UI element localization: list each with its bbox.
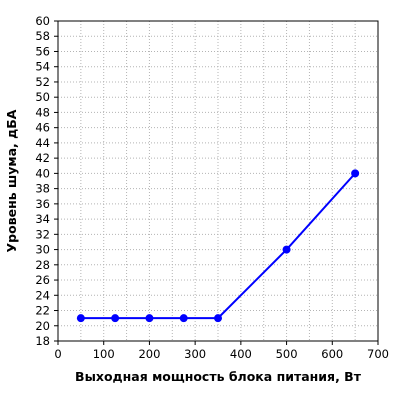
y-tick-label: 36: [35, 197, 50, 211]
y-tick-label: 18: [35, 334, 50, 348]
x-tick-label: 0: [54, 347, 61, 361]
data-point: [214, 314, 222, 323]
data-point: [282, 245, 291, 254]
y-tick-label: 44: [35, 136, 50, 150]
y-tick-label: 42: [35, 151, 50, 165]
x-tick-label: 700: [367, 347, 389, 361]
y-axis-title: Уровень шума, дБА: [4, 109, 19, 252]
y-tick-label: 40: [35, 166, 50, 180]
y-tick-label: 34: [35, 212, 50, 226]
grid: [58, 21, 378, 341]
y-tick-label: 48: [35, 105, 50, 119]
data-point: [76, 314, 85, 323]
y-tick-label: 26: [35, 273, 50, 287]
y-tick-label: 24: [35, 288, 50, 302]
y-tick-label: 28: [35, 258, 50, 272]
data-point: [111, 314, 120, 323]
y-tick-label: 46: [35, 121, 50, 135]
series-group: [76, 169, 360, 323]
data-point: [145, 314, 154, 323]
x-tick-label: 600: [321, 347, 343, 361]
data-point: [179, 314, 188, 323]
x-tick-label: 100: [93, 347, 115, 361]
y-tick-label: 20: [35, 319, 50, 333]
y-tick-label: 60: [35, 14, 50, 28]
y-tick-label: 50: [35, 90, 50, 104]
data-point: [351, 169, 360, 178]
y-tick-label: 52: [35, 75, 50, 89]
x-tick-label: 200: [138, 347, 160, 361]
y-tick-label: 30: [35, 243, 50, 257]
plot-area-frame: [57, 20, 379, 342]
y-tick-label: 56: [35, 44, 50, 58]
x-tick-label: 500: [276, 347, 298, 361]
y-tick-label: 38: [35, 182, 50, 196]
y-tick-label: 58: [35, 29, 50, 43]
y-tick-label: 22: [35, 304, 50, 318]
y-tick-label: 54: [35, 60, 50, 74]
y-tick-label: 32: [35, 227, 50, 241]
x-axis-title: Выходная мощность блока питания, Вт: [75, 369, 362, 384]
x-tick-label: 400: [230, 347, 252, 361]
x-tick-label: 300: [184, 347, 206, 361]
